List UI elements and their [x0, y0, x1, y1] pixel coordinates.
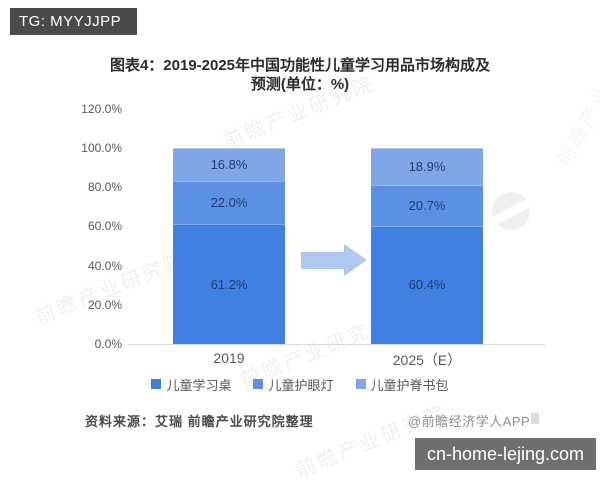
chart-title-line1: 图表4：2019-2025年中国功能性儿童学习用品市场构成及 [109, 57, 491, 74]
y-axis-tick: 40.0% [87, 258, 122, 273]
y-axis-tick: 80.0% [87, 180, 122, 195]
bar-segment: 60.4% [371, 225, 483, 344]
tg-badge-text: TG: MYYJJPP [19, 13, 122, 30]
y-axis-tick: 60.0% [87, 219, 122, 234]
legend-item: 儿童护脊书包 [355, 375, 449, 394]
y-axis-tick: 120.0% [81, 101, 122, 116]
chart-title-line2: 预测(单位：%) [250, 76, 350, 93]
segment-value-label: 18.9% [408, 159, 446, 175]
x-axis-line [128, 344, 545, 345]
segment-value-label: 22.0% [210, 195, 248, 210]
segment-value-label: 16.8% [210, 156, 248, 172]
bar-segment: 22.0% [173, 180, 285, 225]
segment-value-label: 61.2% [210, 276, 248, 292]
chart-title: 图表4：2019-2025年中国功能性儿童学习用品市场构成及 预测(单位：%) [0, 56, 600, 94]
legend-item: 儿童护眼灯 [253, 375, 334, 394]
stacked-bar: 60.4% 20.7% 18.9% [371, 148, 483, 344]
watermark-fragment [531, 413, 539, 424]
trend-arrow-icon [301, 252, 344, 269]
source-note: 资料来源：艾瑞 前瞻产业研究院整理 [85, 414, 314, 429]
legend-label: 儿童学习桌 [166, 377, 232, 393]
segment-value-label: 20.7% [408, 197, 446, 213]
bar-segment: 20.7% [371, 185, 483, 226]
bar-segment: 61.2% [173, 224, 285, 344]
legend-label: 儿童护眼灯 [268, 377, 334, 393]
y-axis-tick: 100.0% [81, 141, 122, 155]
bar-segment: 16.8% [173, 148, 285, 181]
legend-swatch [253, 379, 264, 389]
y-axis-tick: 20.0% [87, 297, 122, 312]
bar-segment: 18.9% [371, 148, 483, 186]
trend-arrow-head-icon [344, 244, 367, 276]
tg-badge: TG: MYYJJPP [10, 8, 137, 35]
watermark-box-text: cn-home-lejing.com [426, 444, 585, 464]
y-axis-tick: 0.0% [94, 337, 122, 351]
legend-item: 儿童学习桌 [151, 375, 231, 394]
x-axis-label: 2025（E） [392, 352, 462, 368]
legend-swatch [355, 379, 366, 389]
stacked-bar: 61.2% 22.0% 16.8% [173, 148, 285, 344]
x-axis-label: 2019 [213, 350, 245, 366]
legend-label: 儿童护脊书包 [370, 377, 449, 393]
legend-swatch [151, 379, 162, 389]
watermark-box: cn-home-lejing.com [415, 438, 596, 470]
copyright-note: @前瞻经济学人APP [408, 414, 531, 429]
legend: 儿童学习桌 儿童护眼灯 儿童护脊书包 [0, 375, 600, 393]
segment-value-label: 60.4% [408, 277, 446, 293]
